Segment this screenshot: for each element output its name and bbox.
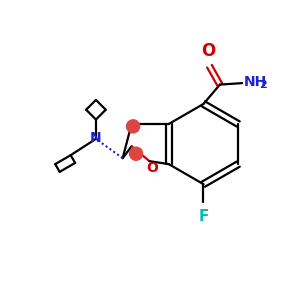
Text: N: N bbox=[90, 131, 102, 145]
Text: 2: 2 bbox=[260, 80, 267, 90]
Circle shape bbox=[130, 147, 142, 160]
Circle shape bbox=[127, 120, 140, 133]
Text: NH: NH bbox=[244, 75, 267, 89]
Text: F: F bbox=[199, 208, 209, 224]
Text: O: O bbox=[201, 42, 215, 60]
Text: O: O bbox=[146, 161, 158, 175]
